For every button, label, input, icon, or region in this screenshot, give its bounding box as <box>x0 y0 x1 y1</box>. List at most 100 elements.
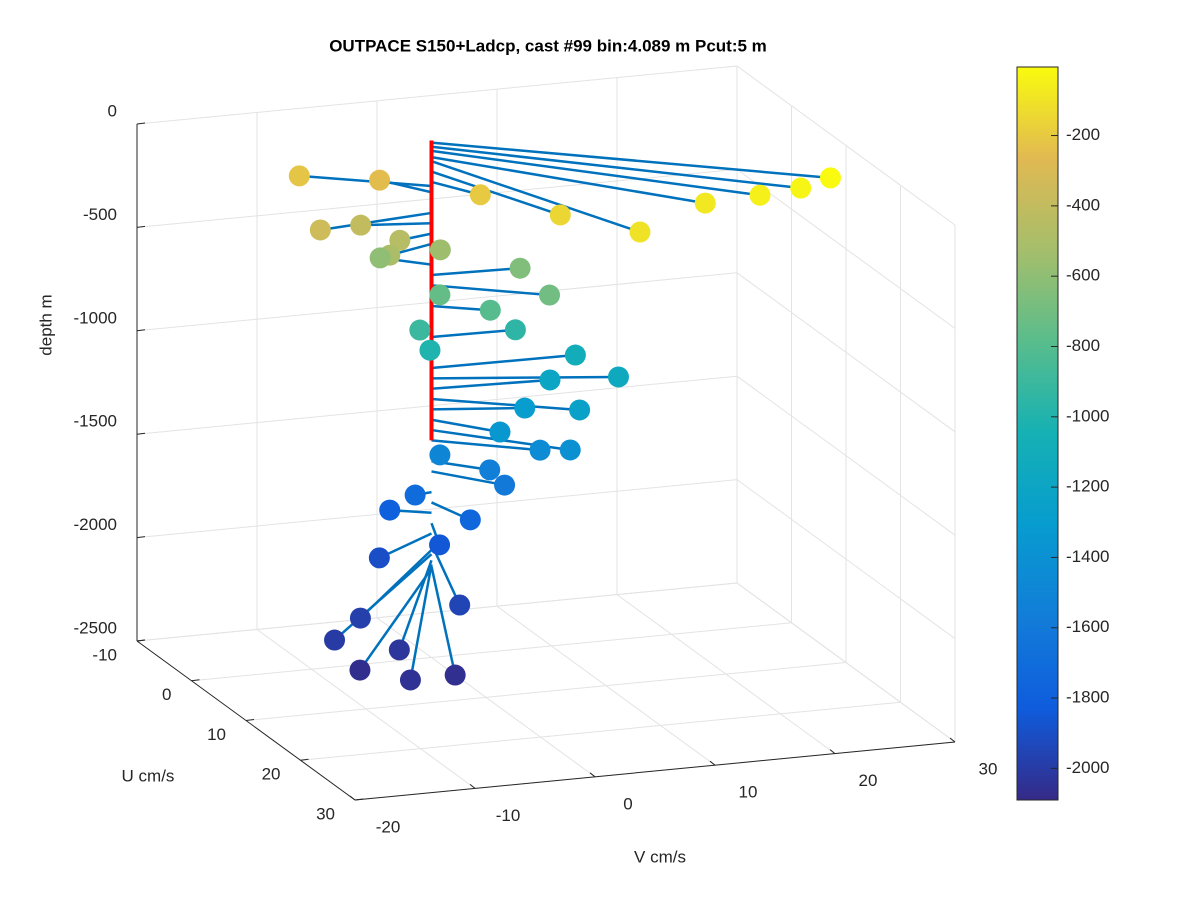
z-tick-label: -500 <box>83 205 117 224</box>
stem <box>320 211 432 232</box>
x-tick <box>245 719 255 721</box>
x-tick-label: 10 <box>207 725 226 744</box>
point <box>559 439 581 461</box>
grid-line <box>136 65 738 125</box>
point <box>514 397 536 419</box>
grid-line <box>191 622 792 682</box>
grid-line <box>136 375 738 435</box>
colorbar-tick-label: -600 <box>1066 266 1100 285</box>
z-tick-label: -1000 <box>74 308 117 327</box>
stem <box>430 566 457 676</box>
point <box>469 184 491 206</box>
z-tick <box>136 329 146 332</box>
x-tick-label: -10 <box>92 645 117 664</box>
grid-line <box>245 662 847 721</box>
colorbar-tick-label: -1800 <box>1066 688 1109 707</box>
z-tick <box>136 122 146 125</box>
colorbar-tick-label: -200 <box>1066 125 1100 144</box>
stem <box>431 406 525 411</box>
point <box>819 167 841 189</box>
point <box>539 284 561 306</box>
y-tick-label: -10 <box>496 806 521 825</box>
grid-line <box>136 582 738 642</box>
x-tick-label: 0 <box>162 685 171 704</box>
point <box>388 639 410 661</box>
x-tick-label: 30 <box>316 804 335 823</box>
point <box>369 169 391 191</box>
y-tick-label: 20 <box>859 771 878 790</box>
point <box>790 177 812 199</box>
stem <box>431 328 516 339</box>
y-tick-label: 30 <box>979 759 998 778</box>
stem <box>431 353 576 370</box>
stem <box>431 155 706 205</box>
point <box>429 284 451 306</box>
z-tick-label: 0 <box>108 101 117 120</box>
point <box>449 594 471 616</box>
chart-title: OUTPACE S150+Ladcp, cast #99 bin:4.089 m… <box>329 36 767 55</box>
y-tick <box>589 772 596 778</box>
point <box>419 339 441 361</box>
point <box>399 669 421 691</box>
colorbar <box>1016 66 1059 801</box>
point <box>479 459 501 481</box>
y-axis-line <box>354 741 956 801</box>
colorbar-tick-label: -1000 <box>1066 406 1109 425</box>
point <box>369 247 391 269</box>
point <box>429 534 451 556</box>
point <box>489 421 511 443</box>
point <box>429 239 451 261</box>
stem <box>431 418 501 434</box>
stem <box>431 170 561 217</box>
point <box>629 221 651 243</box>
stem <box>431 266 521 277</box>
point <box>749 184 771 206</box>
y-tick-label: 0 <box>623 794 632 813</box>
stem <box>299 174 432 188</box>
point <box>429 444 451 466</box>
y-tick <box>349 795 356 801</box>
x-tick <box>136 639 146 642</box>
point <box>350 214 372 236</box>
point <box>569 399 591 421</box>
stem <box>431 284 550 297</box>
y-axis-label: V cm/s <box>634 847 686 866</box>
colorbar-tick-label: -1600 <box>1066 617 1109 636</box>
stem <box>431 141 831 180</box>
stem <box>431 160 641 234</box>
z-tick-label: -1500 <box>74 412 117 431</box>
z-axis-label: depth m <box>36 294 55 355</box>
point <box>549 204 571 226</box>
stem <box>431 470 505 487</box>
point <box>694 192 716 214</box>
x-tick-label: 20 <box>262 765 281 784</box>
point <box>349 607 371 629</box>
grid-line <box>300 701 901 761</box>
stem <box>431 149 761 197</box>
point <box>509 257 531 279</box>
point <box>607 366 629 388</box>
stem <box>333 553 433 641</box>
point <box>529 439 551 461</box>
grid-layer <box>136 65 956 801</box>
y-tick <box>829 749 836 754</box>
grid-line <box>136 479 738 539</box>
x-tick <box>354 798 364 801</box>
z-tick <box>136 536 146 539</box>
point <box>494 474 516 496</box>
point <box>409 319 431 341</box>
x-tick <box>191 679 200 682</box>
y-tick-label: -20 <box>376 817 401 836</box>
stem <box>431 378 551 390</box>
point <box>379 499 401 521</box>
colorbar-tick-label: -1400 <box>1066 547 1109 566</box>
point <box>504 319 526 341</box>
point <box>479 299 501 321</box>
x-axis-label: U cm/s <box>122 766 175 785</box>
point <box>309 219 331 241</box>
x-tick <box>300 758 309 761</box>
y-tick <box>469 784 476 789</box>
z-tick <box>136 225 146 228</box>
